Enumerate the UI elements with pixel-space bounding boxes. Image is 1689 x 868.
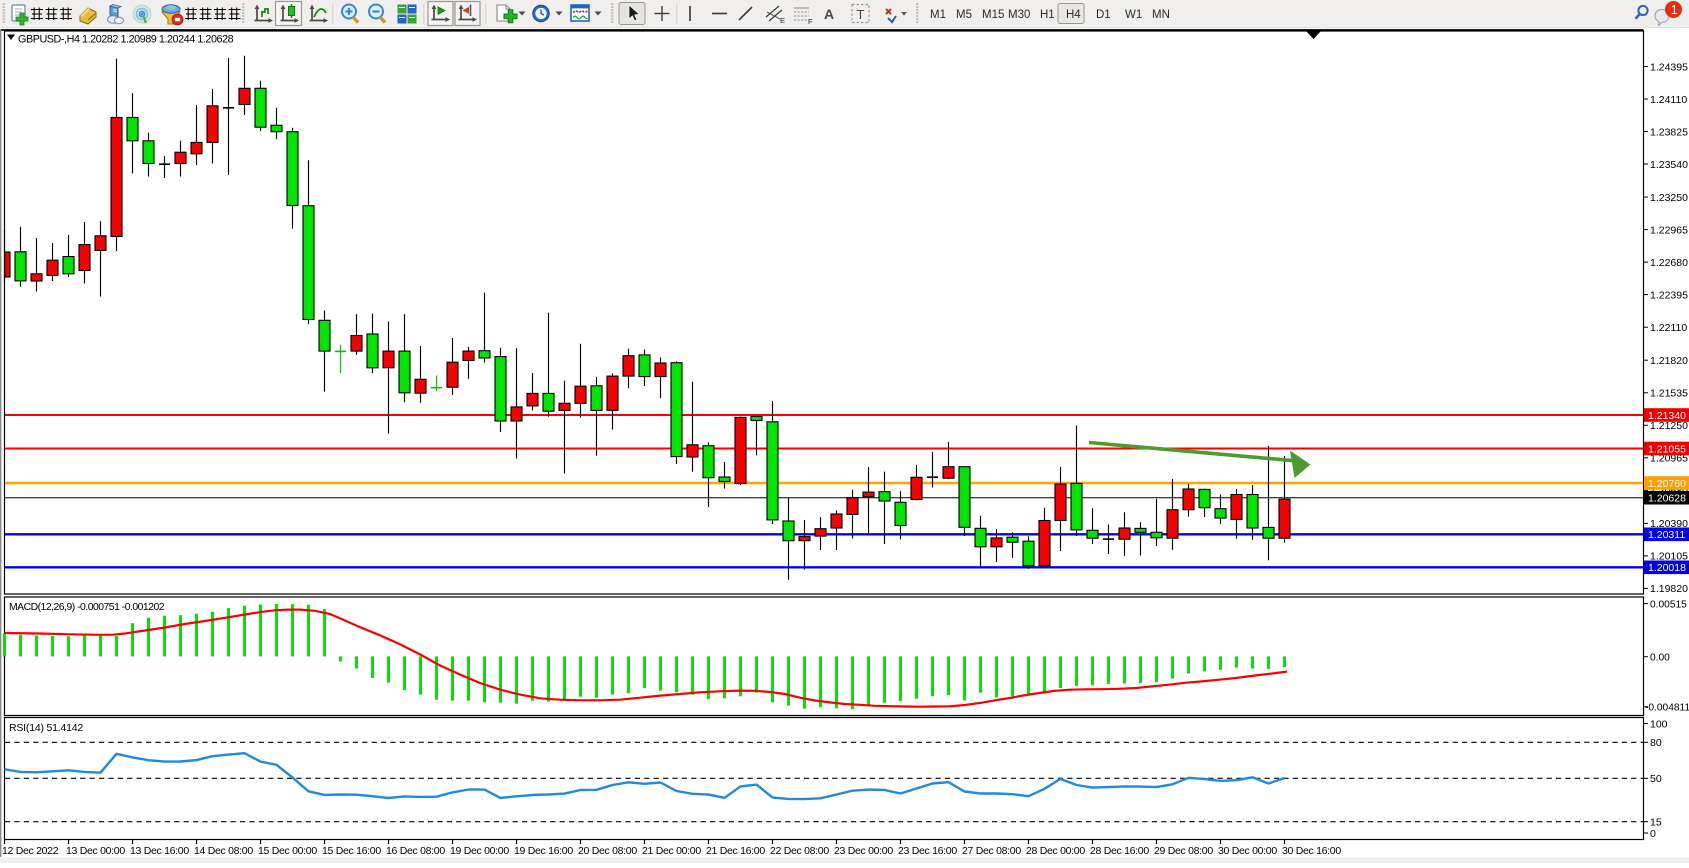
- svg-text:1.20760: 1.20760: [1648, 478, 1686, 490]
- svg-text:16 Dec 08:00: 16 Dec 08:00: [386, 845, 445, 857]
- svg-text:1.22680: 1.22680: [1650, 257, 1688, 269]
- svg-text:1.23250: 1.23250: [1650, 192, 1688, 204]
- svg-text:15: 15: [1650, 817, 1662, 829]
- svg-text:0.00: 0.00: [1650, 653, 1670, 664]
- svg-text:1.23540: 1.23540: [1650, 159, 1688, 171]
- svg-text:1.22395: 1.22395: [1650, 289, 1688, 301]
- svg-text:T: T: [857, 7, 865, 22]
- svg-text:1.20311: 1.20311: [1648, 529, 1685, 541]
- svg-text:RSI(14) 51.4142: RSI(14) 51.4142: [9, 722, 83, 734]
- svg-text:23 Dec 16:00: 23 Dec 16:00: [898, 845, 957, 857]
- svg-text:M1: M1: [930, 9, 946, 21]
- svg-text:F: F: [808, 17, 813, 26]
- svg-text:0: 0: [1650, 828, 1656, 840]
- svg-text:13 Dec 00:00: 13 Dec 00:00: [66, 845, 125, 857]
- svg-text:1: 1: [1671, 3, 1678, 17]
- svg-text:1.20965: 1.20965: [1650, 453, 1688, 465]
- svg-text:H1: H1: [1040, 9, 1055, 21]
- svg-text:30 Dec 16:00: 30 Dec 16:00: [1282, 845, 1341, 857]
- svg-text:1.21055: 1.21055: [1648, 443, 1686, 455]
- svg-text:50: 50: [1650, 773, 1662, 785]
- svg-text:80: 80: [1650, 737, 1662, 749]
- svg-text:A: A: [824, 6, 834, 22]
- svg-text:30 Dec 00:00: 30 Dec 00:00: [1218, 845, 1277, 857]
- svg-text:1.21340: 1.21340: [1648, 410, 1686, 422]
- svg-text:28 Dec 16:00: 28 Dec 16:00: [1090, 845, 1149, 857]
- svg-text:15 Dec 16:00: 15 Dec 16:00: [322, 845, 381, 857]
- svg-text:M5: M5: [956, 9, 972, 21]
- svg-text:21 Dec 00:00: 21 Dec 00:00: [642, 845, 701, 857]
- svg-text:28 Dec 00:00: 28 Dec 00:00: [1026, 845, 1085, 857]
- svg-text:1.20018: 1.20018: [1648, 562, 1686, 574]
- svg-text:13 Dec 16:00: 13 Dec 16:00: [130, 845, 189, 857]
- svg-text:12 Dec 2022: 12 Dec 2022: [2, 845, 59, 857]
- svg-text:1.21535: 1.21535: [1650, 388, 1688, 400]
- svg-text:1.24110: 1.24110: [1650, 94, 1687, 106]
- svg-text:23 Dec 00:00: 23 Dec 00:00: [834, 845, 893, 857]
- svg-text:-0.004811: -0.004811: [1645, 703, 1689, 714]
- svg-text:H4: H4: [1066, 9, 1081, 21]
- svg-text:1.22965: 1.22965: [1650, 224, 1688, 236]
- svg-text:19 Dec 00:00: 19 Dec 00:00: [450, 845, 509, 857]
- svg-text:1.24395: 1.24395: [1650, 61, 1688, 73]
- svg-text:M30: M30: [1008, 9, 1030, 21]
- svg-text:100: 100: [1650, 718, 1668, 730]
- svg-text:1.23825: 1.23825: [1650, 126, 1688, 138]
- svg-text:14 Dec 08:00: 14 Dec 08:00: [194, 845, 253, 857]
- svg-text:15 Dec 00:00: 15 Dec 00:00: [258, 845, 317, 857]
- svg-text:W1: W1: [1125, 9, 1142, 21]
- svg-text:1.20105: 1.20105: [1650, 551, 1688, 563]
- svg-text:22 Dec 08:00: 22 Dec 08:00: [770, 845, 829, 857]
- svg-text:27 Dec 08:00: 27 Dec 08:00: [962, 845, 1021, 857]
- svg-text:0.00515: 0.00515: [1650, 599, 1687, 610]
- svg-text:D1: D1: [1096, 9, 1111, 21]
- svg-text:20 Dec 08:00: 20 Dec 08:00: [578, 845, 637, 857]
- svg-text:19 Dec 16:00: 19 Dec 16:00: [514, 845, 573, 857]
- svg-text:MN: MN: [1152, 9, 1170, 21]
- svg-text:E: E: [780, 16, 785, 25]
- svg-text:1.22110: 1.22110: [1650, 322, 1687, 334]
- svg-text:1.21820: 1.21820: [1650, 355, 1688, 367]
- svg-text:MACD(12,26,9) -0.000751 -0.001: MACD(12,26,9) -0.000751 -0.001202: [9, 602, 165, 613]
- svg-text:1.20390: 1.20390: [1650, 518, 1688, 530]
- svg-text:29 Dec 08:00: 29 Dec 08:00: [1154, 845, 1213, 857]
- svg-text:GBPUSD-,H4 1.20282 1.20989 1.: GBPUSD-,H4 1.20282 1.20989 1.20244 1.206…: [18, 34, 234, 46]
- svg-text:1.19820: 1.19820: [1650, 583, 1688, 595]
- svg-text:21 Dec 16:00: 21 Dec 16:00: [706, 845, 765, 857]
- svg-text:1.21250: 1.21250: [1650, 420, 1688, 432]
- svg-text:1.20628: 1.20628: [1648, 493, 1686, 505]
- svg-text:M15: M15: [982, 9, 1004, 21]
